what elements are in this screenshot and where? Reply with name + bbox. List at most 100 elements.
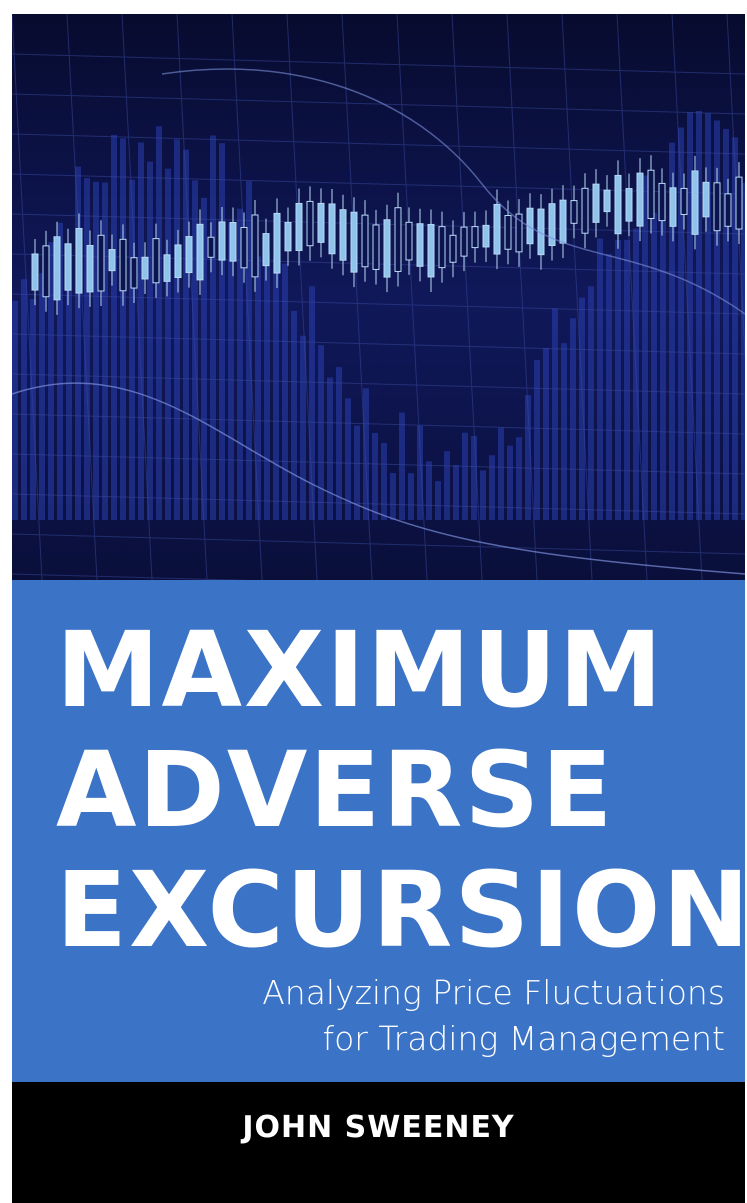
art-bar — [444, 451, 450, 520]
art-candle — [65, 244, 71, 290]
art-bar — [426, 461, 432, 520]
art-bar — [489, 455, 495, 520]
art-bar — [372, 433, 378, 520]
art-candle — [395, 208, 401, 272]
art-candle — [219, 222, 225, 260]
art-candle — [428, 224, 434, 276]
art-bar — [381, 443, 387, 520]
art-bar — [102, 183, 108, 520]
art-bar — [183, 150, 189, 520]
art-bar — [264, 253, 270, 520]
art-candle — [109, 250, 115, 271]
art-bar — [39, 273, 45, 520]
art-bar — [273, 258, 279, 520]
art-candle — [120, 239, 126, 290]
art-bar — [570, 318, 576, 520]
art-candle — [560, 200, 566, 243]
art-candle — [593, 184, 599, 222]
art-bar — [282, 264, 288, 520]
art-candle — [87, 245, 93, 291]
art-candle — [32, 254, 38, 290]
art-bar — [156, 126, 162, 520]
art-candle — [274, 213, 280, 273]
art-candle — [681, 188, 687, 214]
art-candle — [197, 224, 203, 280]
art-candle — [571, 201, 577, 224]
art-candle — [659, 183, 665, 220]
subtitle-line: Analyzing Price Fluctuations — [262, 976, 725, 1009]
art-bar — [390, 473, 396, 520]
art-candle — [461, 227, 467, 256]
art-bar — [642, 175, 648, 520]
art-bar — [318, 345, 324, 520]
cover-art — [12, 14, 745, 580]
art-candle — [329, 204, 335, 254]
art-candle — [417, 224, 423, 267]
art-bar — [534, 360, 540, 520]
art-bar — [255, 256, 261, 520]
art-bar — [93, 182, 99, 520]
art-bar — [507, 446, 513, 520]
art-candle — [252, 215, 258, 277]
art-bar — [21, 279, 27, 520]
art-bar — [543, 348, 549, 520]
title-line: MAXIMUM — [56, 618, 664, 722]
art-candle — [494, 204, 500, 254]
art-bar — [651, 213, 657, 520]
art-bar — [147, 162, 153, 520]
art-candle — [725, 194, 731, 226]
art-bar — [219, 143, 225, 520]
art-bar — [498, 428, 504, 520]
art-bar — [129, 180, 135, 520]
art-bar — [660, 191, 666, 520]
art-candle — [175, 245, 181, 278]
art-candle — [54, 237, 60, 300]
subtitle-line: for Trading Management — [322, 1022, 725, 1055]
art-candle — [131, 258, 137, 288]
title-line: ADVERSE — [56, 738, 614, 842]
art-candle — [637, 173, 643, 226]
art-bar — [480, 470, 486, 520]
art-candle — [208, 237, 214, 257]
art-candle — [505, 216, 511, 250]
art-bar — [561, 343, 567, 520]
art-bar — [552, 308, 558, 520]
art-candle — [296, 203, 302, 250]
art-candle — [582, 188, 588, 233]
art-candle — [307, 201, 313, 245]
art-candle — [626, 189, 632, 222]
art-candle — [692, 171, 698, 234]
art-candle — [736, 177, 742, 229]
art-candle — [142, 257, 148, 279]
title-line: EXCURSION — [56, 858, 745, 962]
art-bar — [597, 239, 603, 520]
art-bar — [615, 240, 621, 520]
art-bar — [453, 465, 459, 520]
art-candle — [241, 227, 247, 267]
art-candle — [351, 212, 357, 272]
art-candle — [43, 246, 49, 297]
art-candle — [604, 190, 610, 211]
art-bar — [111, 135, 117, 520]
art-candle — [648, 170, 654, 218]
art-candle — [439, 227, 445, 268]
art-candle — [98, 235, 104, 291]
art-candle — [714, 183, 720, 231]
art-candle — [153, 239, 159, 283]
art-candle — [164, 255, 170, 282]
art-candle — [483, 225, 489, 247]
art-candle — [373, 225, 379, 270]
art-bar — [120, 138, 126, 520]
title-panel: MAXIMUM ADVERSE EXCURSION Analyzing Pric… — [12, 580, 745, 1082]
art-bar — [435, 481, 441, 520]
art-candle — [450, 235, 456, 262]
art-candle — [230, 222, 236, 261]
art-candle — [384, 220, 390, 277]
art-bar — [399, 412, 405, 520]
art-candle — [615, 175, 621, 233]
art-candle — [670, 188, 676, 227]
art-candle — [318, 203, 324, 242]
art-candle — [285, 222, 291, 250]
art-candle — [340, 210, 346, 261]
art-candle — [406, 222, 412, 260]
